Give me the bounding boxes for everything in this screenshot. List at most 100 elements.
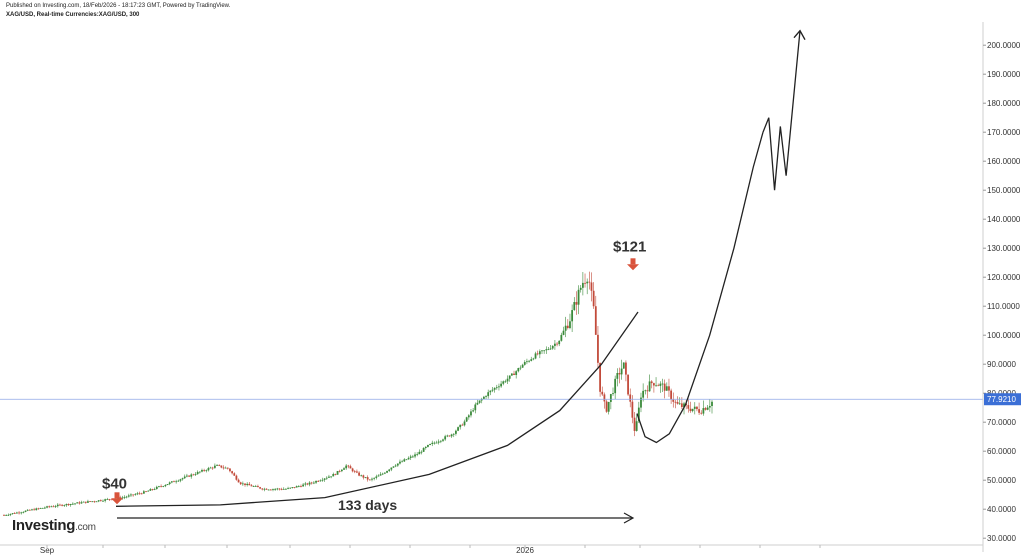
candle-body: [592, 290, 595, 307]
candle-body: [663, 383, 666, 391]
candle-body: [414, 454, 416, 457]
candle-body: [140, 493, 143, 495]
candle-body: [183, 476, 186, 479]
candle-body: [188, 475, 190, 477]
candle-body: [306, 483, 309, 485]
label-121: $121: [613, 238, 646, 255]
marker-shaft: [114, 492, 120, 499]
projection-arrowhead: [793, 29, 806, 41]
candle-body: [657, 385, 660, 387]
candle-body: [625, 362, 627, 375]
candle-body: [56, 504, 59, 507]
candle-body: [409, 456, 412, 458]
candle-body: [609, 394, 612, 402]
candle-body: [588, 281, 591, 283]
candle-body: [708, 405, 711, 408]
candle-body: [530, 359, 533, 361]
candle-body: [465, 417, 468, 422]
candle-body: [668, 386, 670, 391]
candle-body: [317, 480, 320, 482]
candle-body: [461, 424, 464, 426]
candle-body: [186, 475, 188, 477]
candle-body: [20, 512, 23, 514]
candle-body: [500, 383, 503, 387]
candle-body: [442, 439, 444, 441]
candle-body: [629, 394, 632, 402]
candle-body: [590, 282, 593, 291]
candle-body: [205, 470, 208, 472]
marker-shaft: [630, 258, 636, 265]
candle-body: [201, 469, 203, 472]
projection-zigzag: [762, 30, 801, 191]
candle-body: [136, 493, 139, 495]
candle-body: [95, 501, 98, 503]
candle-body: [179, 479, 182, 481]
candle-body: [386, 470, 388, 473]
candle-body: [422, 447, 425, 452]
candle-body: [637, 407, 640, 422]
candle-body: [190, 474, 193, 477]
y-tick-label: 160.0000: [987, 157, 1021, 166]
candle-body: [312, 482, 315, 484]
candle-body: [435, 442, 438, 444]
candle-body: [612, 393, 614, 395]
candle-body: [396, 463, 399, 466]
candle-body: [594, 306, 597, 335]
candle-body: [347, 465, 350, 467]
y-tick-label: 140.0000: [987, 215, 1021, 224]
candle-body: [39, 507, 42, 509]
candle-body: [142, 491, 145, 494]
candle-body: [616, 372, 619, 379]
candle-body: [104, 499, 107, 501]
candle-body: [605, 401, 608, 412]
candle-body: [691, 408, 694, 412]
candle-body: [28, 509, 31, 511]
candle-body: [168, 482, 171, 485]
candle-body: [52, 506, 55, 508]
candle-body: [158, 486, 160, 488]
candle-body: [233, 473, 236, 476]
candle-body: [513, 373, 515, 375]
candle-body: [569, 321, 571, 329]
candle-body: [26, 509, 29, 511]
candle-body: [618, 372, 621, 375]
candle-body: [59, 504, 61, 506]
candle-body: [556, 343, 558, 345]
candle-body: [560, 334, 563, 341]
candle-body: [706, 407, 709, 410]
candle-body: [343, 468, 345, 470]
y-tick-label: 110.0000: [987, 302, 1020, 311]
candle-body: [644, 390, 647, 392]
candle-body: [498, 386, 500, 388]
candle-body: [455, 430, 457, 434]
candle-body: [151, 489, 154, 490]
candle-body: [130, 494, 132, 496]
candle-body: [310, 482, 313, 484]
candle-body: [463, 421, 466, 426]
candle-body: [330, 476, 333, 478]
candle-body: [278, 488, 281, 490]
projection: [115, 29, 806, 507]
candle-body: [450, 434, 453, 437]
candle-body: [659, 383, 662, 386]
candle-body: [145, 491, 147, 493]
candle-body: [213, 465, 216, 468]
candle-body: [63, 505, 66, 506]
candle-body: [177, 480, 180, 482]
candle-body: [655, 385, 657, 387]
candle-body: [420, 451, 423, 453]
candle-body: [18, 512, 20, 514]
candle-body: [480, 398, 483, 401]
candle-body: [263, 488, 266, 490]
candle-body: [50, 506, 53, 508]
candle-body: [336, 470, 339, 475]
candle-body: [640, 397, 642, 408]
candle-body: [457, 427, 459, 431]
y-tick-label: 40.0000: [987, 505, 1016, 514]
candle-body: [222, 467, 225, 469]
candle-body: [541, 350, 543, 352]
candle-body: [528, 360, 530, 362]
candle-body: [3, 515, 5, 516]
candle-body: [261, 488, 264, 490]
